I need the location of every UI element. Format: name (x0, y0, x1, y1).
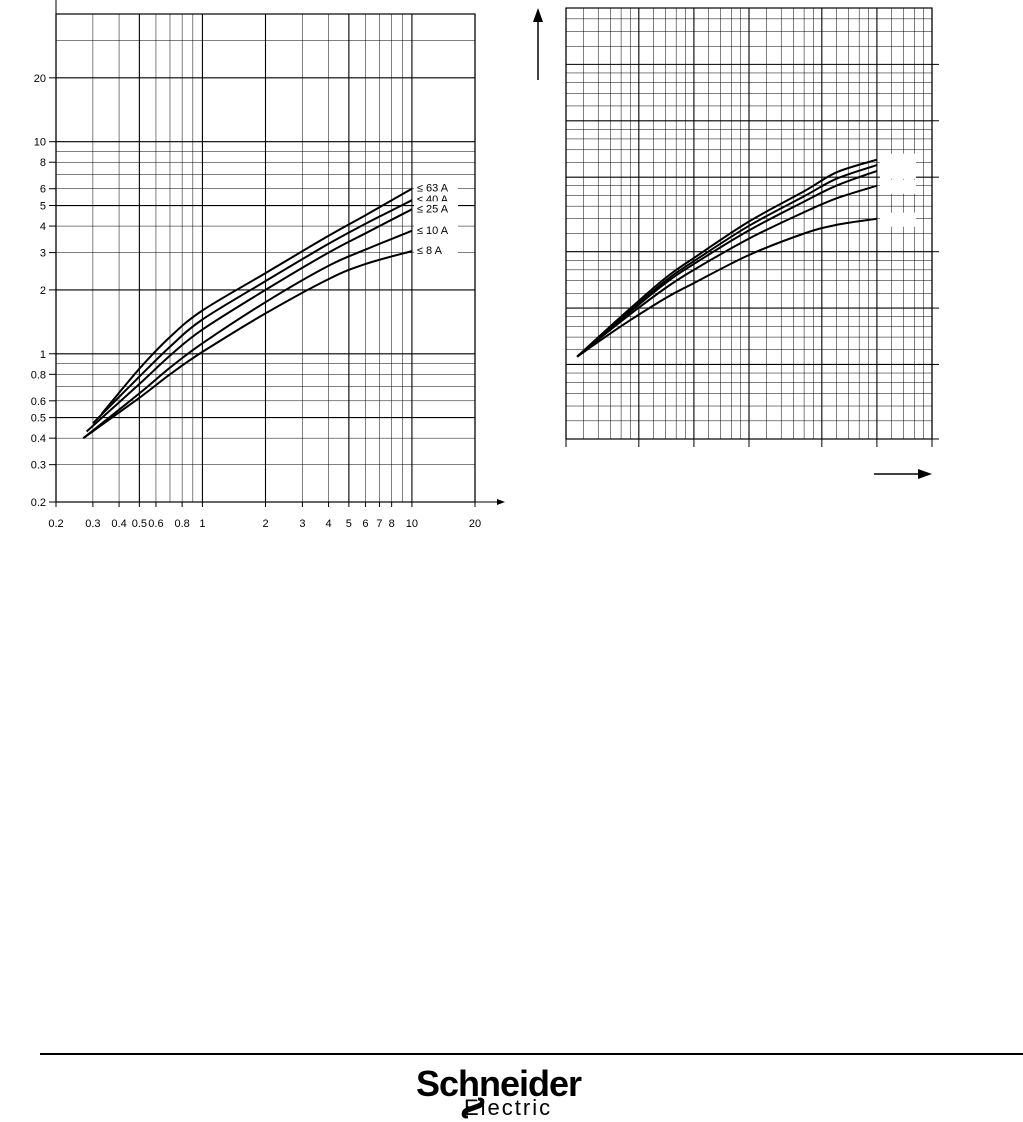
series-line (576, 158, 878, 358)
x-tick-label: 3 (299, 518, 305, 530)
y-tick-label: 0.2 (31, 497, 46, 509)
y-tick-label: 6 (40, 184, 46, 196)
x-tick-label: 20 (469, 518, 481, 530)
x-tick-label: 1 (199, 518, 205, 530)
series-label-blank (879, 164, 916, 179)
x-tick-label: 10 (406, 518, 418, 530)
x-tick-label: 8 (389, 518, 395, 530)
y-tick-label: 0.3 (31, 460, 46, 472)
y-axis-arrowhead (533, 8, 543, 22)
series-line (82, 229, 413, 439)
series-label-background (413, 243, 458, 257)
series-label-background (413, 180, 458, 194)
x-tick-label: 2 (262, 518, 268, 530)
series-label: ≤ 8 A (417, 245, 443, 257)
x-axis-arrowhead (497, 499, 505, 505)
series-label-background (413, 222, 458, 236)
x-tick-label: 6 (362, 518, 368, 530)
x-tick-label: 0.5 (132, 518, 147, 530)
x-tick-label: 7 (376, 518, 382, 530)
y-tick-label: 0.4 (31, 433, 46, 445)
y-tick-label: 5 (40, 201, 46, 213)
footer-divider (40, 1053, 1023, 1055)
series-label: ≤ 10 A (417, 225, 449, 237)
y-tick-label: 2 (40, 285, 46, 297)
y-tick-label: 4 (40, 221, 46, 233)
chart-right (533, 7, 939, 479)
series-label: ≤ 25 A (417, 203, 449, 215)
y-tick-label: 3 (40, 248, 46, 260)
x-tick-label: 0.4 (111, 518, 126, 530)
y-tick-label: 10 (34, 137, 46, 149)
series-line (100, 187, 413, 415)
series-line (92, 199, 413, 425)
series-label-background (413, 201, 458, 215)
schneider-electric-logo: Schneider Electric (416, 1064, 606, 1122)
y-tick-label: 0.8 (31, 369, 46, 381)
series-line (576, 169, 878, 358)
y-tick-label: 20 (34, 73, 46, 85)
series-label: ≤ 63 A (417, 183, 449, 195)
y-tick-label: 8 (40, 157, 46, 169)
y-tick-label: 1 (40, 349, 46, 361)
series-line (82, 250, 413, 440)
chart-left: 0.2 0.3 0.4 0.5 0.6 0.8 1 2 3 4 5 6 7 8 10 200.20.30.40… (31, 0, 505, 530)
y-tick-label: 0.5 (31, 413, 46, 425)
series-label-blank (879, 212, 916, 227)
series-line (576, 217, 878, 358)
x-tick-label: 5 (346, 518, 352, 530)
series-line (576, 184, 878, 358)
brand-subname: Electric (464, 1095, 553, 1120)
x-axis-arrowhead (918, 469, 932, 479)
series-line (576, 164, 878, 358)
series-line (85, 208, 413, 433)
schneider-electric-logo-icon (461, 1097, 485, 1119)
x-tick-label: 0.3 (85, 518, 100, 530)
series-label-blank (879, 179, 916, 194)
x-tick-label: 0.8 (174, 518, 189, 530)
y-tick-label: 0.6 (31, 396, 46, 408)
x-tick-label: 0.6 (148, 518, 163, 530)
brand-name: Schneider (416, 1063, 582, 1104)
x-tick-label: 4 (326, 518, 332, 530)
x-tick-label: 0.2 (48, 518, 63, 530)
